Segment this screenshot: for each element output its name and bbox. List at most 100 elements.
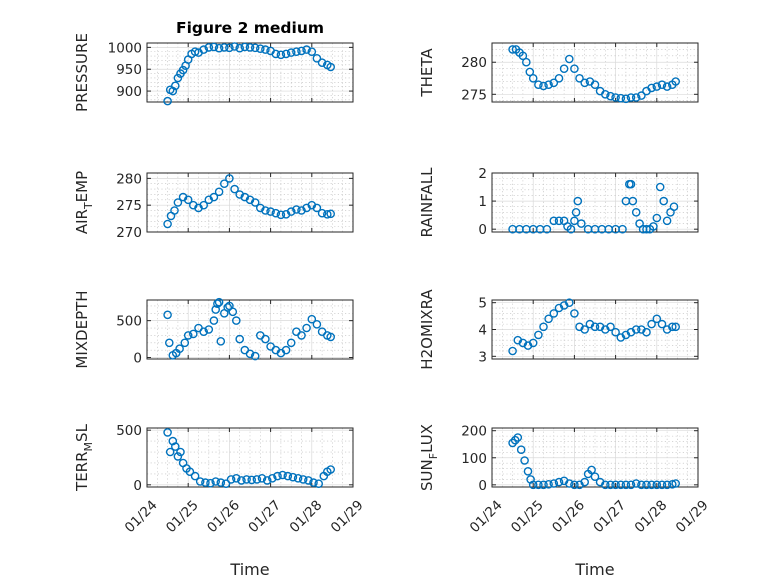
data-point [565, 54, 574, 64]
data-point [590, 80, 600, 89]
series-pressure [163, 42, 336, 106]
axes-terr_msl: 0 500 01/24 01/25 01/26 01/27 01/28 01/29 TERRMS… [73, 423, 367, 579]
data-point [188, 329, 198, 339]
data-point [621, 94, 631, 104]
data-point [570, 309, 579, 318]
data-point [590, 322, 600, 332]
series-theta [508, 45, 681, 104]
data-point [209, 316, 219, 325]
data-point [518, 51, 528, 61]
data-point [237, 476, 246, 485]
data-point [281, 345, 291, 355]
data-point [235, 190, 244, 199]
data-point [257, 473, 267, 483]
y-axis-label: RAINFALL [418, 167, 436, 238]
data-point [307, 314, 317, 324]
data-point [611, 93, 620, 102]
data-point [180, 338, 190, 348]
x-tick-label: 01/24 [467, 497, 506, 536]
data-point [283, 471, 293, 481]
data-point [240, 42, 250, 52]
data-point [281, 49, 291, 59]
data-point [647, 480, 656, 490]
y-tick-label: 2 [478, 166, 487, 182]
data-point [242, 475, 251, 484]
data-point [611, 327, 620, 337]
data-point [326, 62, 336, 72]
series-rainfall [508, 179, 679, 234]
data-point [261, 334, 270, 344]
data-point [163, 96, 172, 106]
data-point [276, 210, 286, 220]
data-point [606, 480, 615, 490]
x-axis-label: Time [229, 560, 269, 579]
data-point [655, 182, 665, 192]
y-tick-label: 900 [116, 84, 142, 100]
axes-mixdepth: 0 500 MIXDEPTH [73, 290, 354, 369]
data-point [250, 43, 260, 53]
x-tick-label: 01/29 [673, 497, 712, 536]
data-point [176, 447, 185, 457]
data-point [297, 46, 306, 56]
data-point [631, 207, 641, 217]
y-tick-label: 100 [461, 451, 487, 467]
data-point [326, 209, 336, 219]
y-tick-label: 0 [478, 478, 487, 494]
data-point [554, 477, 564, 487]
x-tick-label: 01/26 [204, 497, 243, 536]
axes-border [491, 172, 699, 233]
data-point [542, 224, 552, 234]
data-point [214, 43, 224, 53]
data-point [652, 314, 662, 324]
data-point [211, 305, 220, 314]
y-axis-label: TERRMSL [73, 423, 95, 492]
data-point [173, 73, 183, 83]
data-point [216, 336, 226, 346]
data-point [626, 179, 636, 189]
data-point [183, 331, 193, 340]
data-point [267, 473, 277, 483]
data-point [183, 195, 193, 205]
data-point [523, 466, 533, 476]
data-point [616, 333, 626, 342]
data-point [669, 202, 679, 211]
data-point [165, 447, 175, 457]
data-point [637, 91, 646, 100]
data-point [621, 480, 631, 490]
data-point [288, 472, 298, 482]
series-air_temp [163, 174, 336, 229]
data-point [286, 338, 296, 348]
data-point [235, 43, 244, 53]
y-axis-label: H2OMIXRA [418, 289, 436, 370]
y-tick-label: 950 [116, 62, 142, 78]
data-point [250, 351, 260, 361]
series-mixdepth [163, 297, 336, 361]
data-point [544, 314, 553, 324]
data-point [209, 192, 219, 202]
data-point [554, 216, 564, 226]
data-point [575, 74, 584, 83]
y-tick-label: 500 [116, 423, 142, 439]
data-point [649, 222, 658, 231]
data-point [204, 43, 214, 52]
series-sun_flux [508, 433, 681, 490]
data-point [168, 86, 178, 96]
data-point [626, 93, 636, 102]
data-point [626, 480, 636, 490]
data-point [616, 480, 626, 490]
data-point [549, 479, 559, 488]
x-tick-label: 01/28 [287, 497, 326, 536]
data-point [286, 207, 296, 216]
data-point [566, 224, 576, 234]
x-tick-label: 01/24 [122, 497, 161, 536]
data-point [278, 470, 287, 480]
data-point [190, 47, 200, 57]
data-point [580, 325, 590, 334]
data-point [508, 45, 517, 54]
data-point [671, 479, 681, 488]
data-point [580, 78, 590, 88]
data-point [611, 480, 620, 490]
data-point [216, 478, 226, 487]
y-axis-label: PRESSURE [73, 33, 91, 112]
data-point [539, 81, 548, 91]
